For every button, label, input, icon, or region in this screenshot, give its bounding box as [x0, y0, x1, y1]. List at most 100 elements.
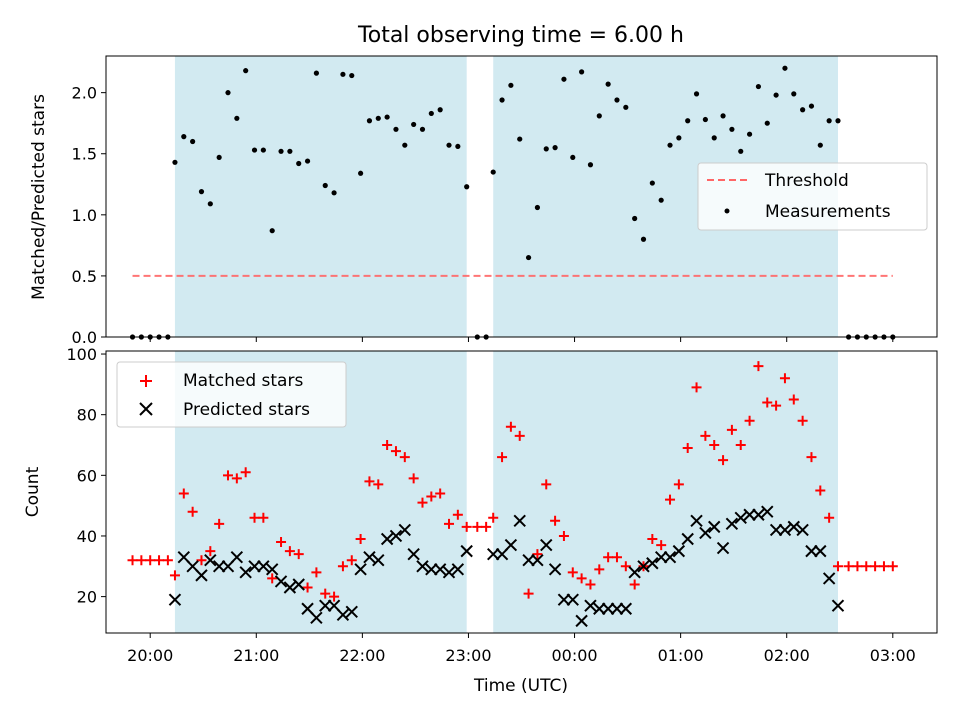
predicted-star-marker	[761, 505, 774, 518]
measurement-point	[685, 118, 691, 124]
matched-star-marker	[162, 555, 173, 566]
predicted-star-marker	[363, 550, 376, 564]
measurement-point	[198, 189, 205, 195]
top-legend: Threshold Measurements	[697, 162, 928, 231]
predicted-star-marker	[831, 599, 845, 612]
predicted-star-marker	[345, 605, 358, 618]
top-y-tick-label: 0.5	[72, 267, 97, 286]
predicted-star-marker	[690, 514, 703, 528]
predicted-star-marker	[416, 560, 429, 573]
measurement-point	[225, 90, 231, 96]
matched-star-marker	[550, 515, 561, 526]
measurement-point	[446, 142, 452, 148]
bottom-axes-frame	[105, 350, 938, 634]
matched-star-marker	[753, 361, 764, 372]
predicted-star-marker	[283, 581, 297, 594]
matched-star-marker	[824, 512, 835, 523]
legend-matched-label: Matched stars	[183, 371, 303, 391]
x-tick-label: 02:00	[764, 646, 810, 665]
matched-star-marker	[852, 561, 863, 572]
matched-star-marker	[136, 555, 147, 566]
measurement-point	[640, 236, 647, 242]
matched-star-marker	[682, 443, 693, 454]
measurement-point	[428, 110, 434, 117]
matched-star-marker	[647, 534, 658, 544]
measurement-point	[287, 148, 293, 154]
bottom-y-tick-label: 60	[77, 466, 97, 485]
predicted-star-marker	[531, 554, 544, 567]
predicted-star-marker	[504, 538, 518, 552]
predicted-star-marker	[601, 602, 615, 615]
legend-threshold-label: Threshold	[764, 171, 849, 191]
matched-star-marker	[611, 552, 622, 563]
measurement-point	[358, 170, 364, 176]
predicted-star-marker	[354, 563, 367, 576]
matched-star-marker	[452, 509, 463, 520]
predicted-star-marker	[540, 538, 553, 552]
measurement-point	[411, 121, 417, 128]
matched-star-marker	[364, 476, 375, 487]
measurement-point	[614, 97, 620, 103]
measurement-point	[251, 147, 258, 153]
matched-star-marker	[222, 470, 233, 481]
predicted-star-marker	[769, 523, 783, 537]
matched-star-marker	[355, 534, 366, 544]
top-y-tick-label: 1.5	[72, 145, 97, 164]
bottom-y-tick-label: 80	[77, 406, 97, 425]
matched-star-marker	[878, 561, 889, 572]
predicted-star-marker	[814, 544, 827, 558]
matched-star-marker	[558, 530, 569, 541]
measurement-point	[304, 158, 311, 164]
measurement-point	[464, 184, 470, 190]
matched-star-marker	[267, 573, 278, 584]
predicted-star-marker	[389, 529, 403, 543]
matched-star-marker	[603, 552, 614, 563]
matched-star-marker	[726, 424, 737, 435]
measurement-point	[649, 180, 655, 186]
measurement-point	[676, 135, 682, 141]
predicted-star-marker	[699, 526, 712, 540]
matched-star-marker	[861, 561, 872, 572]
matched-star-marker	[665, 494, 676, 505]
matched-star-marker	[127, 555, 138, 566]
measurement-point	[693, 91, 700, 97]
measurement-point	[499, 97, 505, 103]
measurement-point	[366, 118, 373, 124]
matched-star-marker	[523, 588, 534, 599]
matched-star-marker	[154, 555, 165, 566]
matched-star-marker	[444, 518, 455, 529]
matched-star-marker	[870, 561, 881, 572]
matched-star-marker	[169, 570, 180, 581]
matched-star-marker	[691, 382, 702, 393]
matched-star-marker	[258, 512, 269, 523]
measurement-point	[711, 135, 717, 141]
predicted-star-marker	[442, 566, 456, 579]
predicted-star-marker	[796, 523, 809, 537]
measurement-point	[508, 82, 514, 88]
matched-star-marker	[762, 397, 773, 408]
predicted-star-marker	[566, 593, 579, 606]
measurement-point	[605, 81, 611, 87]
matched-star-marker	[576, 573, 587, 584]
measurement-point	[729, 126, 735, 132]
measurement-point	[490, 169, 496, 175]
legend-matched-swatch	[140, 375, 152, 387]
matched-star-marker	[629, 579, 640, 590]
matched-star-marker	[390, 446, 401, 457]
measurement-point	[773, 92, 779, 98]
x-tick-label: 20:00	[127, 646, 173, 665]
measurement-point	[632, 215, 638, 222]
predicted-star-marker	[575, 614, 588, 628]
matched-star-marker	[231, 473, 242, 484]
measurement-point	[331, 190, 337, 196]
x-tick-label: 22:00	[339, 646, 385, 665]
matched-star-marker	[532, 549, 543, 560]
predicted-star-marker	[248, 560, 261, 573]
matched-star-marker	[567, 567, 578, 578]
matched-star-marker	[887, 561, 898, 572]
matched-star-marker	[240, 467, 251, 478]
measurement-point	[826, 118, 832, 124]
measurement-point	[393, 126, 399, 132]
matched-star-marker	[249, 512, 260, 523]
bottom-legend: Matched stars Predicted stars	[116, 361, 347, 428]
